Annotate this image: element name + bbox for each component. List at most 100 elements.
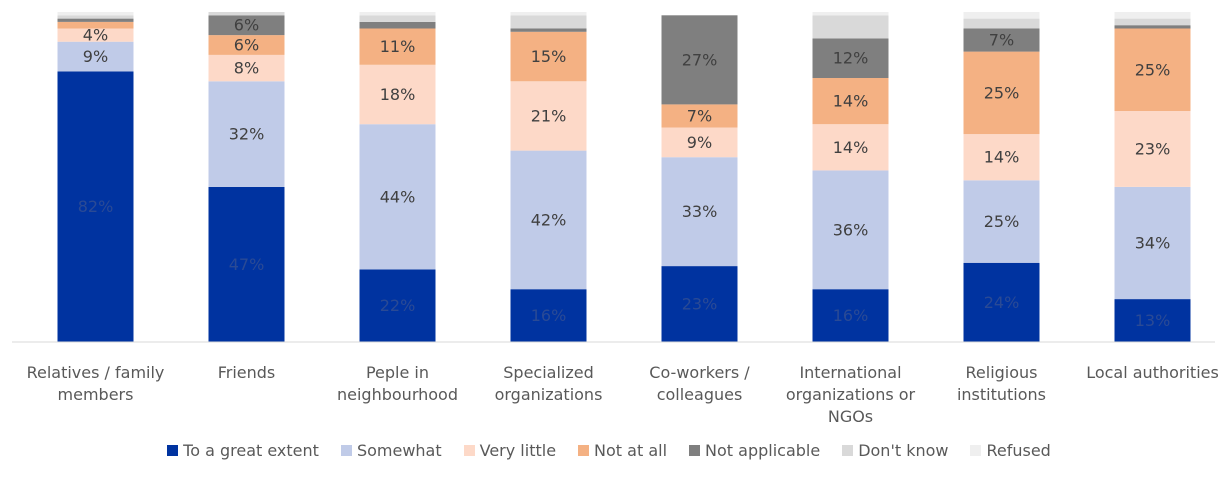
data-label: 47% <box>229 255 265 274</box>
data-label: 21% <box>531 106 567 125</box>
data-label: 7% <box>687 106 712 125</box>
x-tick-label: Friends <box>217 363 276 382</box>
legend-item: Refused <box>970 441 1051 460</box>
data-label: 7% <box>989 31 1014 50</box>
bar-segment <box>1114 186 1191 300</box>
bar-segment <box>510 81 587 151</box>
data-label: 18% <box>380 85 416 104</box>
data-label: 8% <box>234 59 259 78</box>
data-label: 25% <box>1135 60 1171 79</box>
x-tick-label: Specialized organizations <box>494 363 603 404</box>
bar-segment <box>963 180 1040 263</box>
bar-segment <box>359 269 436 342</box>
data-label: 14% <box>984 148 1020 167</box>
bar-segment <box>510 150 587 290</box>
bar-segment <box>963 28 1040 52</box>
x-tick-label: Peple in neighbourhood <box>337 363 458 404</box>
bar-segment <box>661 15 738 105</box>
bar-segment <box>57 12 134 16</box>
bar-segment <box>359 21 436 29</box>
legend-item: Very little <box>463 441 556 460</box>
bar-segment <box>57 15 134 19</box>
bar-segment <box>661 127 738 158</box>
data-label: 11% <box>380 37 416 56</box>
bar-segment <box>963 18 1040 29</box>
data-label: 9% <box>83 47 108 66</box>
bar-segment <box>57 28 134 42</box>
bar-segment <box>208 54 285 82</box>
data-label: 36% <box>833 220 869 239</box>
data-label: 27% <box>682 50 718 69</box>
legend-swatch <box>842 445 854 456</box>
data-label: 42% <box>531 210 567 229</box>
bar-segment <box>510 28 587 32</box>
bar-segment <box>812 15 889 39</box>
data-label: 6% <box>234 16 259 35</box>
bar-segment <box>812 38 889 78</box>
data-label: 16% <box>531 306 567 325</box>
legend-item: Not at all <box>578 441 667 460</box>
data-label: 13% <box>1135 311 1171 330</box>
bar-segment <box>57 41 134 72</box>
data-label: 22% <box>380 296 416 315</box>
legend-item: Somewhat <box>340 441 442 460</box>
x-tick-label: International organizations or NGOs <box>785 363 916 426</box>
data-label: 6% <box>234 36 259 55</box>
bar-segment <box>359 64 436 125</box>
bar-segment <box>963 51 1040 135</box>
data-label: 34% <box>1135 234 1171 253</box>
legend-swatch <box>970 445 982 456</box>
legend-swatch <box>689 445 701 456</box>
legend-label: To a great extent <box>183 441 319 460</box>
x-tick-label: Relatives / family members <box>26 363 165 404</box>
bar-segment <box>1114 299 1191 342</box>
bar-segment <box>812 78 889 125</box>
data-label: 4% <box>83 26 108 45</box>
data-label: 14% <box>833 92 869 111</box>
bar-segment <box>661 104 738 128</box>
bar-segment <box>963 12 1040 19</box>
x-tick-label: Religious institutions <box>956 363 1047 404</box>
legend-swatch <box>578 445 590 456</box>
legend-item: Not applicable <box>689 441 820 460</box>
legend-label: Not at all <box>594 441 668 460</box>
x-tick-label: Co-workers / colleagues <box>649 363 750 404</box>
data-label: 9% <box>687 133 712 152</box>
bar-segment <box>510 12 587 16</box>
data-label: 14% <box>833 138 869 157</box>
bar-segment <box>208 35 285 55</box>
data-label: 44% <box>380 187 416 206</box>
bar-segment <box>208 15 285 36</box>
legend-label: Don't know <box>858 441 949 460</box>
legend-swatch <box>340 445 352 456</box>
x-tick-label: Local authorities <box>1086 363 1218 382</box>
data-label: 32% <box>229 125 265 144</box>
data-label: 24% <box>984 293 1020 312</box>
bar-segment <box>1114 111 1191 187</box>
bar-segment <box>208 81 285 187</box>
legend-label: Refused <box>986 441 1051 460</box>
bar-segment <box>359 15 436 22</box>
bar-segment <box>812 12 889 16</box>
bar-segment <box>359 12 436 16</box>
data-label: 25% <box>984 212 1020 231</box>
bar-segment <box>57 21 134 29</box>
bar-segment <box>1114 12 1191 19</box>
data-label: 33% <box>682 202 718 221</box>
bar-segment <box>963 262 1040 342</box>
legend-label: Not applicable <box>705 441 821 460</box>
data-label: 16% <box>833 306 869 325</box>
bar-segment <box>661 157 738 267</box>
bar-segment <box>57 71 134 343</box>
data-label: 23% <box>682 295 718 314</box>
data-label: 12% <box>833 49 869 68</box>
data-label: 25% <box>984 83 1020 102</box>
bar-segment <box>812 170 889 290</box>
legend-label: Somewhat <box>356 441 442 460</box>
bar-segment <box>812 124 889 171</box>
data-label: 82% <box>78 197 114 216</box>
bar-segment <box>359 124 436 270</box>
bar-segment <box>812 289 889 342</box>
